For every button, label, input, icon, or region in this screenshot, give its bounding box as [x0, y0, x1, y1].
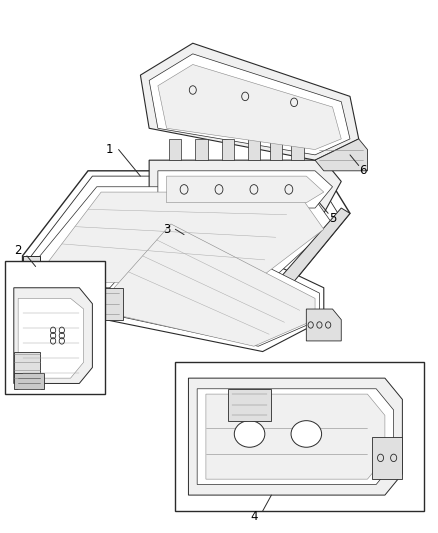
- Polygon shape: [169, 139, 181, 160]
- Polygon shape: [31, 176, 341, 293]
- Polygon shape: [14, 352, 40, 383]
- Polygon shape: [306, 309, 341, 341]
- Polygon shape: [272, 208, 350, 298]
- Text: 1: 1: [106, 143, 113, 156]
- Polygon shape: [372, 437, 403, 479]
- Polygon shape: [197, 389, 394, 484]
- Polygon shape: [114, 224, 315, 346]
- Polygon shape: [158, 64, 341, 150]
- Polygon shape: [188, 378, 403, 495]
- Polygon shape: [22, 171, 350, 298]
- Polygon shape: [14, 373, 44, 389]
- Polygon shape: [270, 139, 282, 160]
- Text: 3: 3: [163, 223, 170, 236]
- Polygon shape: [22, 256, 40, 298]
- Text: 4: 4: [250, 510, 258, 523]
- Polygon shape: [5, 261, 106, 394]
- Polygon shape: [206, 394, 385, 479]
- Polygon shape: [315, 139, 367, 171]
- Ellipse shape: [291, 421, 321, 447]
- Polygon shape: [291, 139, 304, 160]
- Polygon shape: [222, 139, 234, 160]
- Polygon shape: [40, 187, 332, 288]
- Text: 2: 2: [14, 244, 22, 257]
- Polygon shape: [248, 139, 260, 160]
- Polygon shape: [228, 389, 272, 421]
- Polygon shape: [110, 219, 319, 346]
- Polygon shape: [149, 54, 350, 155]
- Polygon shape: [106, 213, 324, 352]
- Polygon shape: [141, 43, 359, 160]
- Polygon shape: [195, 139, 208, 160]
- Polygon shape: [18, 298, 84, 378]
- Text: 6: 6: [359, 164, 367, 177]
- Polygon shape: [158, 171, 332, 208]
- Polygon shape: [49, 192, 324, 282]
- Text: 5: 5: [329, 212, 336, 225]
- Polygon shape: [166, 176, 324, 203]
- Polygon shape: [14, 288, 92, 383]
- Ellipse shape: [234, 421, 265, 447]
- Polygon shape: [175, 362, 424, 511]
- Polygon shape: [149, 160, 341, 213]
- Polygon shape: [97, 288, 123, 320]
